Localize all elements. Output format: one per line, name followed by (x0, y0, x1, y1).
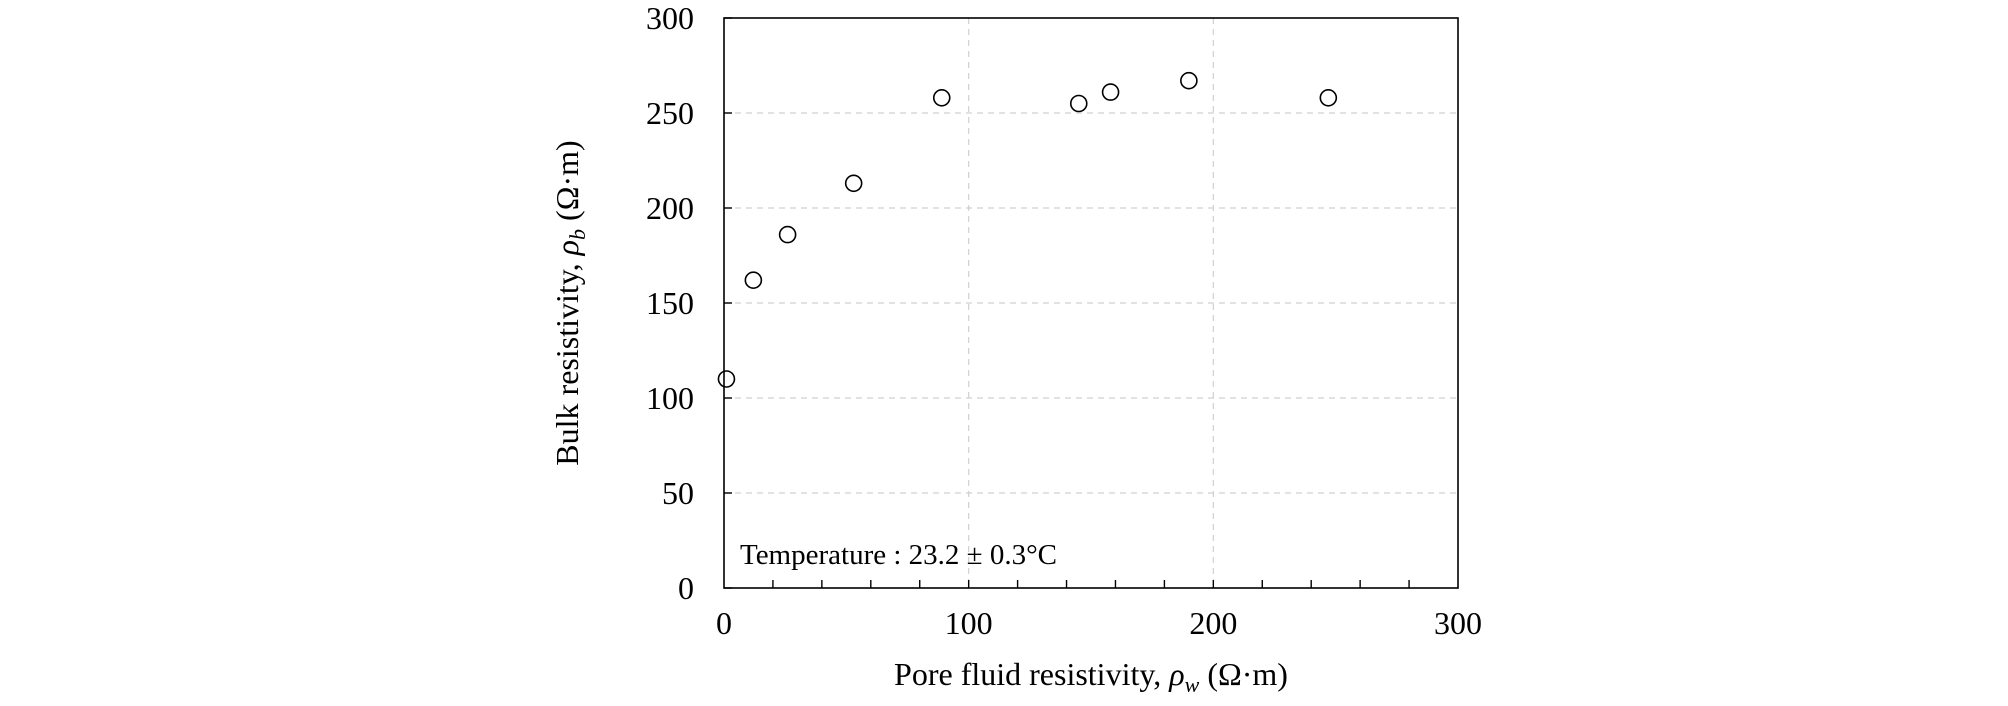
data-point (1101, 83, 1120, 101)
x-axis-label-unit: (Ω·m) (1199, 656, 1288, 692)
y-axis-label-symbol: ρ (549, 240, 585, 256)
x-axis-label-symbol: ρ (1168, 656, 1184, 692)
axes (723, 17, 1459, 589)
x-tick-label: 0 (716, 605, 732, 641)
x-tick-label: 300 (1434, 605, 1482, 641)
y-tick-label: 300 (646, 0, 694, 36)
temperature-annotation: Temperature : 23.2 ± 0.3°C (740, 539, 1057, 571)
data-point (1069, 94, 1088, 113)
x-axis-label-subscript: w (1185, 672, 1200, 697)
data-point (932, 89, 951, 107)
data-point (1180, 71, 1198, 90)
tick-labels: 0 100 200 300 0 50 100 150 200 250 300 (646, 0, 1482, 641)
y-tick-label: 0 (678, 570, 694, 606)
y-tick-label: 50 (662, 475, 694, 511)
x-tick-label: 100 (945, 605, 993, 641)
y-axis-label-unit: (Ω·m) (549, 140, 585, 229)
x-axis-label-prefix: Pore fluid resistivity, (894, 656, 1169, 692)
y-axis-label: Bulk resistivity, ρb (Ω·m) (549, 140, 590, 465)
y-axis-label-subscript: b (565, 229, 590, 240)
x-axis-label: Pore fluid resistivity, ρw (Ω·m) (894, 656, 1288, 697)
data-point (1319, 89, 1338, 107)
data-point (744, 271, 763, 290)
y-tick-label: 200 (646, 190, 694, 226)
data-point (844, 174, 863, 193)
y-axis-label-prefix: Bulk resistivity, (549, 255, 585, 465)
data-point (717, 370, 736, 388)
y-tick-label: 150 (646, 285, 694, 321)
data-point (778, 225, 797, 244)
grid-lines (724, 18, 1458, 588)
y-tick-label: 100 (646, 380, 694, 416)
data-points (717, 71, 1338, 388)
x-tick-label: 200 (1189, 605, 1237, 641)
y-tick-label: 250 (646, 95, 694, 131)
